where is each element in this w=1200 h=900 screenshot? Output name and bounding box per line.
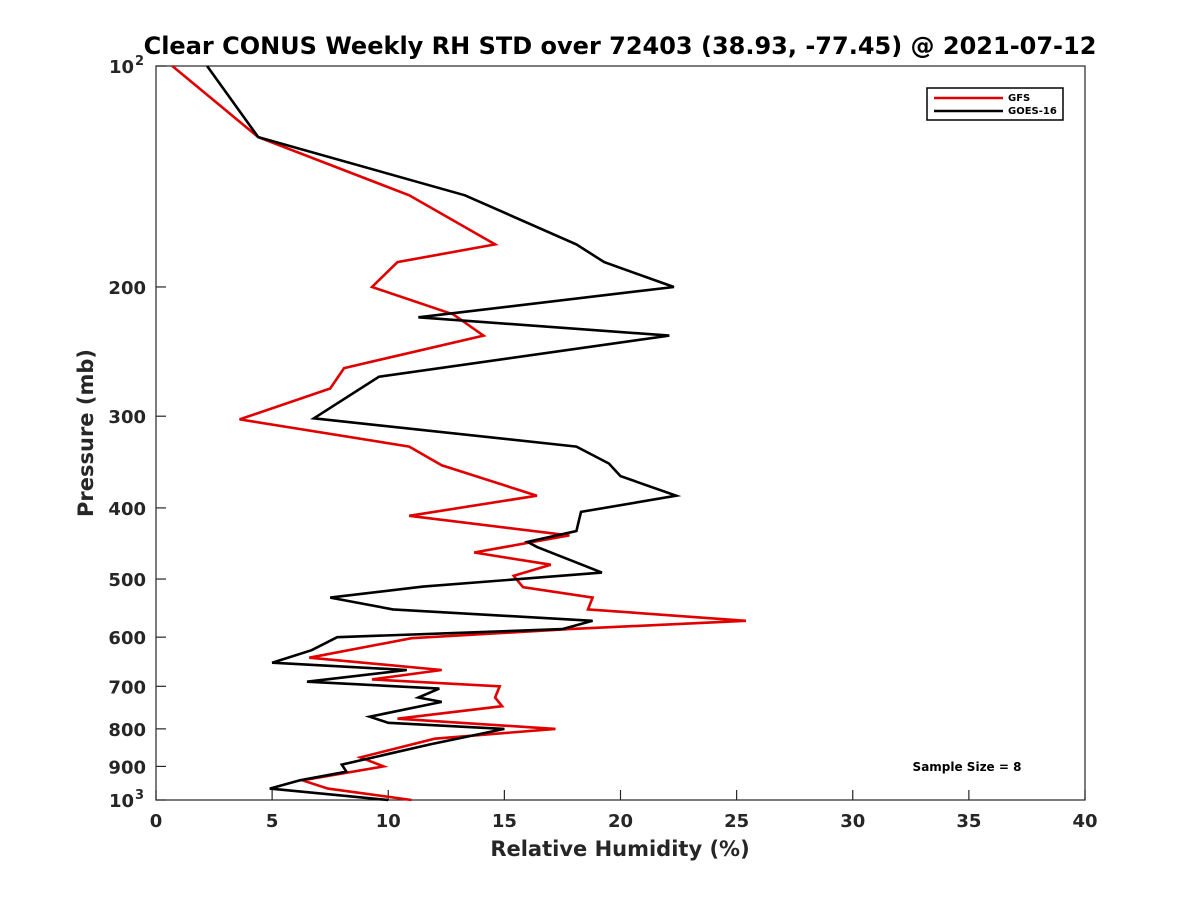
y-tick-label: 900 (108, 757, 146, 778)
x-axis-label: Relative Humidity (%) (490, 837, 749, 861)
y-tick-label: 400 (108, 499, 146, 520)
x-tick-label: 15 (492, 811, 517, 832)
y-tick-label: 700 (108, 677, 146, 698)
y-tick-label: 600 (108, 628, 146, 649)
series-layer (171, 64, 746, 802)
y-tick-label: 10 (109, 791, 134, 812)
x-tick-label: 20 (608, 811, 633, 832)
x-tick-label: 30 (840, 811, 865, 832)
plot-area (155, 65, 1086, 801)
y-tick-exponent: 3 (135, 788, 144, 803)
legend-label-goes16: GOES-16 (1008, 106, 1057, 117)
x-tick-label: 40 (1072, 811, 1097, 832)
x-tick-label: 25 (724, 811, 749, 832)
x-tick-label: 10 (376, 811, 401, 832)
y-tick-exponent: 2 (135, 54, 144, 69)
x-tick-label: 0 (150, 811, 163, 832)
x-tick-label: 5 (266, 811, 279, 832)
y-tick-label: 800 (108, 720, 146, 741)
y-tick-label: 10 (109, 57, 134, 78)
chart-title: Clear CONUS Weekly RH STD over 72403 (38… (144, 32, 1097, 60)
x-tick-label: 35 (956, 811, 981, 832)
legend-label-gfs: GFS (1008, 93, 1030, 104)
sample-size-annotation: Sample Size = 8 (913, 760, 1022, 774)
series-line-goes16 (206, 65, 682, 802)
y-tick-label: 300 (108, 407, 146, 428)
y-axis-label: Pressure (mb) (74, 349, 98, 517)
y-tick-label: 500 (108, 570, 146, 591)
y-tick-label: 200 (108, 278, 146, 299)
x-axis: 0 5 10 15 20 25 30 35 40 (150, 790, 1098, 832)
legend: GFS GOES-16 (926, 87, 1064, 121)
legend-box (926, 87, 1064, 121)
